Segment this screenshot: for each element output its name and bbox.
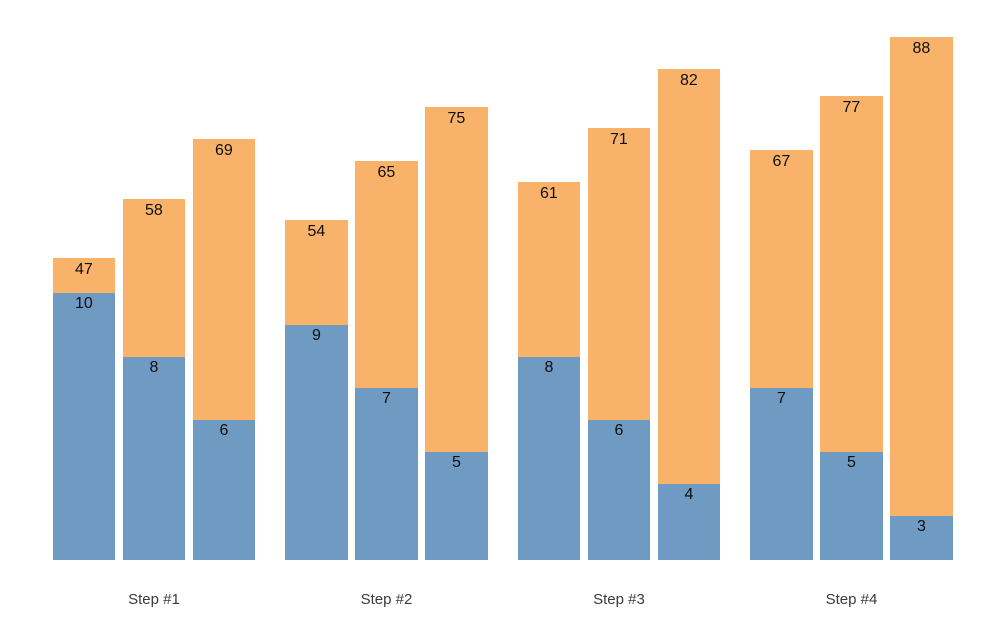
bar-step3-2: 71 6 — [587, 128, 651, 560]
bar-step3-3: 82 4 — [657, 69, 721, 560]
base-segment: 6 — [192, 420, 256, 560]
total-value-label: 75 — [447, 109, 466, 127]
bar-step2-1: 54 9 — [285, 220, 348, 560]
bar-step1-3: 69 6 — [192, 139, 256, 560]
base-segment: 7 — [750, 388, 813, 560]
x-axis-label-step3: Step #3 — [593, 591, 645, 608]
base-value-label: 6 — [219, 422, 229, 440]
x-axis-label-step1: Step #1 — [128, 591, 180, 608]
total-value-label: 82 — [680, 72, 698, 89]
base-segment: 4 — [657, 483, 721, 560]
base-segment: 5 — [820, 451, 883, 560]
bar-step1-2: 58 8 — [122, 198, 186, 560]
base-value-label: 8 — [149, 358, 159, 376]
total-segment: 88 — [890, 36, 953, 560]
bar-step2-3: 75 5 — [425, 106, 488, 560]
bar-step2-2: 65 7 — [355, 160, 418, 560]
bar-step1-1: 47 10 — [52, 258, 116, 560]
base-value-label: 7 — [381, 390, 391, 408]
bar-step4-3: 88 3 — [890, 36, 953, 560]
base-segment: 10 — [52, 292, 116, 560]
total-value-label: 47 — [75, 261, 93, 278]
base-value-label: 4 — [684, 485, 694, 503]
total-value-label: 61 — [540, 185, 558, 203]
x-axis-label-step2: Step #2 — [360, 591, 413, 608]
x-axis-label-step4: Step #4 — [825, 591, 878, 608]
base-segment: 6 — [587, 420, 651, 560]
base-segment: 7 — [355, 388, 418, 560]
base-value-label: 6 — [614, 422, 624, 440]
total-value-label: 67 — [772, 153, 791, 170]
base-value-label: 10 — [75, 294, 93, 312]
base-value-label: 5 — [451, 453, 461, 471]
bar-step4-2: 77 5 — [820, 96, 883, 560]
total-value-label: 69 — [215, 142, 233, 160]
base-segment: 9 — [285, 324, 348, 560]
bar-step4-1: 67 7 — [750, 150, 813, 560]
bar-step3-1: 61 8 — [517, 182, 581, 560]
base-value-label: 7 — [776, 390, 786, 408]
total-value-label: 54 — [307, 223, 326, 241]
total-value-label: 65 — [377, 163, 396, 181]
total-value-label: 88 — [912, 39, 931, 57]
total-segment: 82 — [657, 69, 721, 560]
base-value-label: 3 — [916, 517, 926, 535]
total-value-label: 58 — [145, 201, 163, 219]
base-value-label: 8 — [544, 358, 554, 376]
base-value-label: 5 — [846, 453, 856, 471]
total-value-label: 71 — [610, 131, 628, 149]
base-value-label: 9 — [311, 326, 321, 344]
base-segment: 3 — [890, 515, 953, 560]
base-segment: 5 — [425, 451, 488, 560]
base-segment: 8 — [122, 356, 186, 560]
base-segment: 8 — [517, 356, 581, 560]
total-value-label: 77 — [842, 99, 861, 116]
